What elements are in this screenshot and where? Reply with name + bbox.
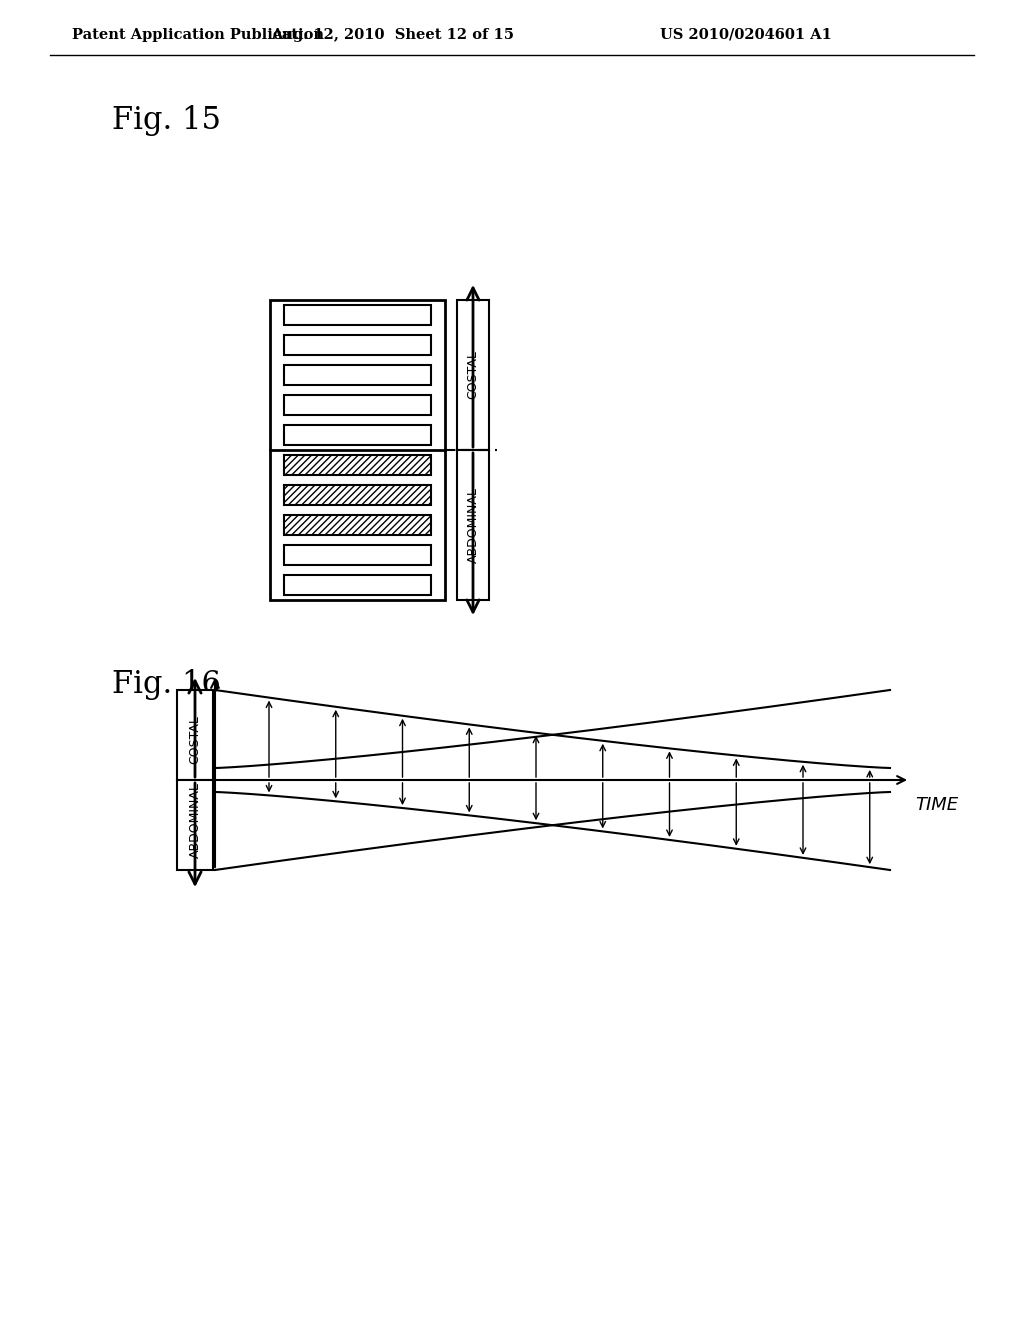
Bar bbox=[284, 395, 431, 414]
Bar bbox=[177, 780, 213, 870]
Text: ABDOMINAL: ABDOMINAL bbox=[188, 781, 202, 858]
Bar bbox=[284, 455, 431, 475]
Bar bbox=[284, 305, 431, 325]
Bar bbox=[284, 545, 431, 565]
Bar bbox=[457, 450, 489, 601]
Text: Aug. 12, 2010  Sheet 12 of 15: Aug. 12, 2010 Sheet 12 of 15 bbox=[271, 28, 514, 42]
Bar bbox=[284, 515, 431, 535]
Text: Patent Application Publication: Patent Application Publication bbox=[72, 28, 324, 42]
Bar bbox=[270, 300, 445, 601]
Bar bbox=[457, 300, 489, 450]
Text: ABDOMINAL: ABDOMINAL bbox=[467, 487, 479, 562]
Bar bbox=[284, 366, 431, 385]
Bar bbox=[284, 335, 431, 355]
Bar bbox=[177, 690, 213, 780]
Text: TIME: TIME bbox=[915, 796, 958, 814]
Text: 0: 0 bbox=[193, 771, 203, 789]
Bar bbox=[284, 425, 431, 445]
Bar bbox=[284, 576, 431, 595]
Text: COSTAL: COSTAL bbox=[188, 715, 202, 764]
Text: Fig. 16: Fig. 16 bbox=[112, 669, 221, 701]
Bar bbox=[284, 484, 431, 506]
Text: US 2010/0204601 A1: US 2010/0204601 A1 bbox=[660, 28, 831, 42]
Text: Fig. 15: Fig. 15 bbox=[112, 104, 221, 136]
Text: COSTAL: COSTAL bbox=[467, 351, 479, 400]
